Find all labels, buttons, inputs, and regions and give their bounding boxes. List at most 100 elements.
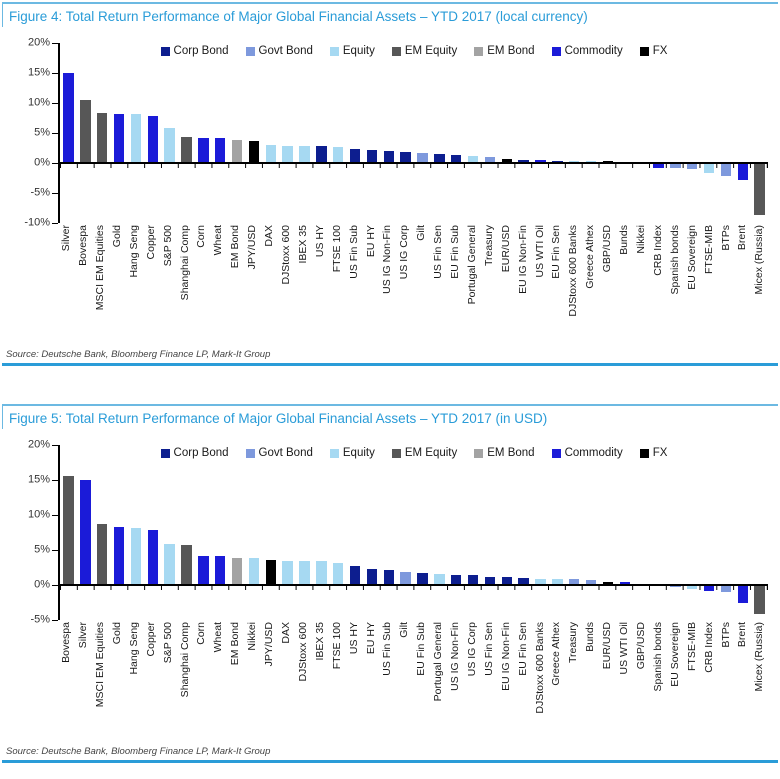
bar-slot (313, 445, 330, 620)
bar-ftse-100 (332, 146, 344, 163)
x-axis-label: US IG Corp (464, 622, 481, 742)
x-axis-label-text: GBP/USD (601, 225, 614, 273)
x-axis-label: Copper (143, 622, 160, 742)
bar-slot (616, 445, 633, 620)
bar-slot (397, 43, 414, 223)
x-axis-label: GBP/USD (633, 622, 650, 742)
bar-gilt (400, 571, 411, 585)
x-axis-label: Spanish bonds (667, 225, 684, 345)
bar-slot (77, 43, 94, 223)
legend-swatch-icon (551, 46, 561, 56)
bar-slot (380, 43, 397, 223)
bar-slot (431, 43, 448, 223)
legend-label: EM Bond (487, 45, 535, 57)
x-axis-label: DJStoxx 600 (295, 622, 312, 742)
bar-crb-index (703, 585, 715, 592)
legend-label: FX (652, 45, 668, 57)
x-axis-label: DAX (261, 225, 278, 345)
y-axis-tick-label: 5% (34, 543, 50, 556)
x-axis-label-text: FTSE 100 (330, 622, 343, 670)
legend-item-commodity: Commodity (551, 447, 623, 459)
bar-us-ig-corp (467, 575, 479, 585)
x-axis-label: US IG Non-Fin (379, 225, 396, 345)
x-axis-label: BTPs (717, 225, 734, 345)
bar-slot (380, 445, 397, 620)
bar-greece-athex (552, 579, 563, 585)
bar-slot (633, 43, 650, 223)
legend-item-em-equity: EM Equity (391, 45, 457, 57)
legend-label: Commodity (564, 45, 623, 57)
x-axis-label-text: Copper (144, 225, 157, 260)
bar-crb-index (653, 163, 664, 169)
x-axis-label-text: Portugal General (465, 225, 478, 305)
bar-eu-sovereign (687, 163, 698, 169)
bar-micex-russia (754, 163, 765, 216)
legend-swatch-icon (245, 448, 255, 458)
bar-us-hy (349, 566, 361, 585)
y-axis-tick-label: 20% (27, 438, 50, 451)
x-axis-label: US Fin Sen (430, 225, 447, 345)
bar-slot (448, 445, 465, 620)
x-axis-label: Bunds (616, 225, 633, 345)
bar-slot (245, 445, 262, 620)
bar-slot (397, 445, 414, 620)
x-axis-label: Bovespa (75, 225, 92, 345)
x-axis-label: Bunds (582, 622, 599, 742)
x-axis-label: GBP/USD (599, 225, 616, 345)
y-axis-tick-label: 20% (27, 36, 50, 49)
x-axis-label-text: JPY/USD (263, 622, 276, 667)
bar-slot (566, 445, 583, 620)
legend-swatch-icon (329, 448, 339, 458)
x-axis-label: EU Fin Sen (548, 225, 565, 345)
legend-label: Equity (342, 447, 375, 459)
x-axis-label-text: Greece Athex (584, 225, 597, 289)
figure5-zero-axis-line (60, 584, 768, 586)
x-axis-label-text: S&P 500 (161, 622, 174, 664)
bar-slot (718, 43, 735, 223)
bar-slot (650, 43, 667, 223)
bar-msci-em-equities (96, 524, 108, 585)
bar-ftse-mib (687, 585, 698, 589)
x-axis-label: EU HY (362, 225, 379, 345)
x-axis-label: Corn (193, 225, 210, 345)
bar-slot (650, 445, 667, 620)
bar-nikkei (248, 558, 260, 585)
figure4-source-note: Source: Deutsche Bank, Bloomberg Finance… (6, 349, 271, 360)
y-axis-tick-mark (52, 193, 58, 194)
x-axis-label-text: EUR/USD (499, 225, 512, 273)
bar-us-fin-sub (383, 570, 394, 585)
legend-item-em-equity: EM Equity (391, 447, 457, 459)
bar-slot (498, 445, 515, 620)
x-axis-label-text: S&P 500 (161, 225, 174, 267)
bar-us-ig-corp (400, 152, 411, 163)
bar-us-wti-oil (535, 160, 546, 163)
bar-slot (330, 43, 347, 223)
bar-us-hy (316, 146, 327, 163)
legend-label: Equity (342, 45, 375, 57)
legend-label: Govt Bond (258, 45, 313, 57)
legend-label: Corp Bond (173, 447, 229, 459)
bar-eu-fin-sub (417, 573, 428, 585)
bar-slot (296, 43, 313, 223)
bar-us-ig-non-fin (383, 151, 394, 163)
bar-slot (347, 43, 364, 223)
x-axis-label-text: BTPs (719, 622, 732, 648)
bar-slot (245, 43, 262, 223)
x-axis-label: EU Fin Sen (514, 622, 531, 742)
x-axis-label-text: MSCI EM Equities (94, 622, 107, 708)
bar-gilt (417, 152, 428, 163)
x-axis-label: DAX (278, 622, 295, 742)
bar-treasury (568, 579, 580, 585)
bar-ibex-35 (299, 145, 310, 163)
x-axis-label-text: DAX (263, 225, 276, 247)
bar-slot (583, 445, 600, 620)
x-axis-label: Shanghai Comp (176, 622, 193, 742)
x-axis-label-text: IBEX 35 (313, 622, 326, 661)
x-axis-label: Treasury (565, 622, 582, 742)
bar-corn (198, 137, 209, 163)
bar-hang-seng (130, 528, 142, 585)
x-axis-label-text: Corn (195, 622, 208, 645)
bar-djstoxx-600 (282, 145, 293, 163)
figure5-x-axis-labels: Bovespa Silver MSCI EM Equities Gold Hang Se… (58, 622, 768, 742)
bar-slot (751, 43, 768, 223)
